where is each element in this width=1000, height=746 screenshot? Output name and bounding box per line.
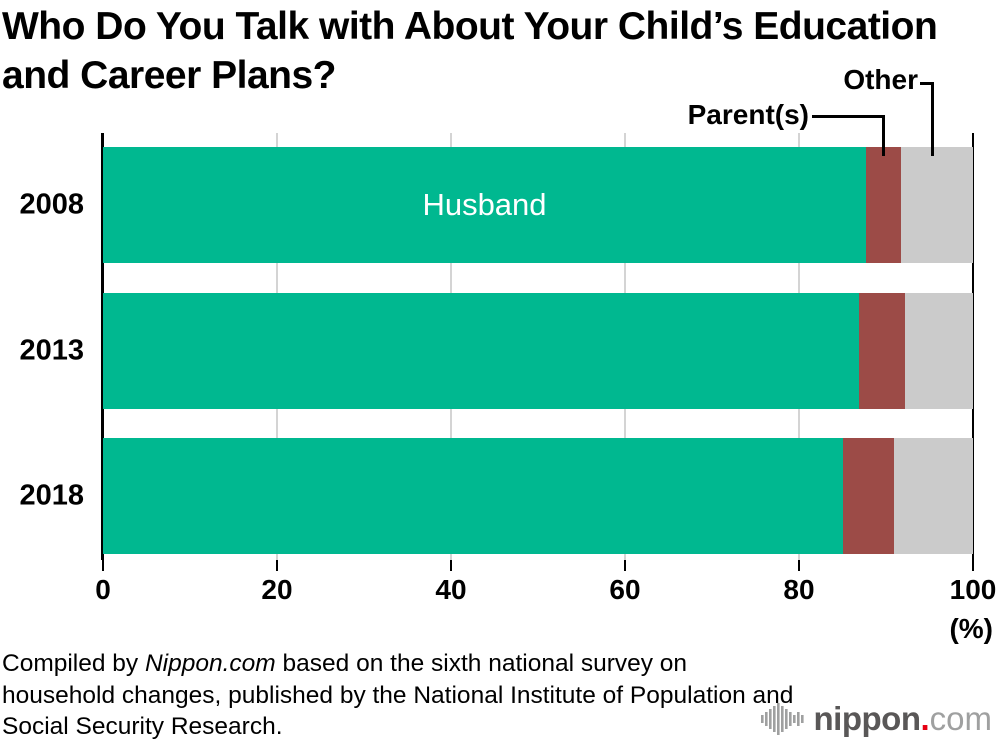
bar-row-2013 — [103, 293, 973, 409]
x-tick-80 — [797, 560, 801, 571]
bar-segment-2008-parents — [865, 147, 901, 263]
logo-dot: . — [920, 700, 930, 737]
bar-segment-2018-husband — [103, 438, 844, 554]
year-label-2008: 2008 — [19, 188, 84, 221]
bar-row-2008: Husband — [103, 147, 973, 263]
x-tick-60 — [623, 560, 627, 571]
bar-segment-2008-other — [900, 147, 973, 263]
bar-segment-2013-other — [905, 293, 973, 409]
bar-row-2018 — [103, 438, 973, 554]
x-axis-unit: (%) — [949, 613, 993, 644]
x-tick-20 — [275, 560, 279, 571]
leader-line-parents-horizontal — [812, 115, 885, 118]
logo-text-com: com — [929, 700, 992, 737]
x-tick-label-0: 0 — [95, 574, 111, 605]
year-label-2018: 2018 — [19, 479, 84, 512]
x-tick-100 — [971, 560, 975, 571]
x-tick-label-20: 20 — [261, 574, 293, 605]
y-axis-line-left — [101, 133, 104, 560]
x-tick-0 — [101, 560, 105, 571]
bar-segment-2013-husband — [103, 293, 860, 409]
logo-text-nippon: nippon — [813, 700, 921, 737]
source-note-publisher: Nippon.com — [144, 650, 276, 677]
bar-segment-2008-husband: Husband — [103, 147, 866, 263]
bar-segment-2018-parents — [843, 438, 894, 554]
source-note-prefix: Compiled by — [2, 650, 145, 677]
source-note-suffix: based on the sixth national survey on ho… — [2, 650, 794, 740]
source-note: Compiled by Nippon.com based on the sixt… — [2, 648, 802, 743]
x-tick-label-60: 60 — [609, 574, 641, 605]
x-tick-40 — [449, 560, 453, 571]
series-label-husband: Husband — [422, 187, 547, 222]
nippon-logo: nippon. com — [760, 699, 992, 739]
plot-area: Husband — [103, 133, 973, 560]
callout-label-parents: Parent(s) — [687, 99, 809, 130]
year-label-2013: 2013 — [19, 334, 84, 367]
leader-line-other-horizontal — [920, 82, 934, 85]
x-tick-label-40: 40 — [435, 574, 467, 605]
chart-title: Who Do You Talk with About Your Child’s … — [2, 2, 998, 100]
x-tick-label-80: 80 — [783, 574, 815, 605]
title-line-2: and Career Plans? — [2, 54, 336, 97]
soundwave-icon — [760, 703, 804, 735]
bar-segment-2013-parents — [859, 293, 906, 409]
leader-line-other-vertical — [931, 82, 934, 156]
title-line-1: Who Do You Talk with About Your Child’s … — [2, 5, 938, 48]
leader-line-parents-vertical — [882, 115, 885, 156]
x-tick-label-100: 100 — [949, 574, 997, 605]
callout-label-other: Other — [843, 64, 918, 95]
bar-segment-2018-other — [893, 438, 973, 554]
